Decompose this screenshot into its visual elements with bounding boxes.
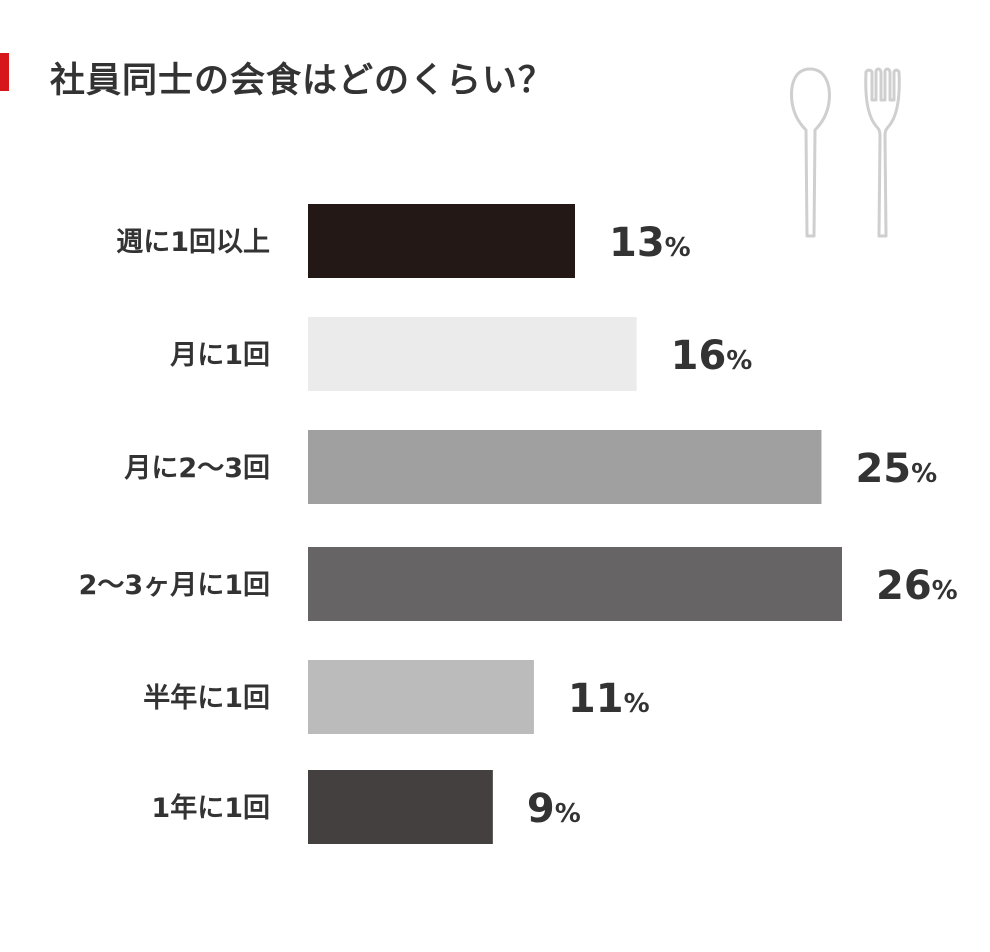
value-number: 13 [609, 220, 665, 266]
value-label: 26% [876, 563, 958, 609]
fork-icon [864, 67, 901, 238]
chart-title: 社員同士の会食はどのくらい？ [50, 61, 555, 101]
percent-sign: % [665, 233, 691, 263]
percent-sign: % [555, 799, 581, 829]
category-label: 週に1回以上 [116, 227, 270, 258]
category-label: 月に2〜3回 [123, 453, 270, 484]
category-label: 月に1回 [169, 340, 270, 371]
value-label: 9% [527, 786, 581, 832]
percent-sign: % [624, 689, 650, 719]
bar [308, 430, 822, 504]
bar [308, 770, 493, 844]
bar [308, 547, 842, 621]
category-label: 1年に1回 [151, 792, 270, 824]
spoon-icon [790, 67, 831, 238]
value-number: 11 [568, 676, 624, 722]
percent-sign: % [726, 346, 752, 376]
value-label: 25% [855, 446, 937, 492]
value-label: 13% [609, 220, 691, 266]
value-number: 16 [671, 333, 727, 379]
bar [308, 317, 637, 391]
title-accent-bar [0, 53, 9, 91]
bar [308, 204, 575, 278]
value-label: 11% [568, 676, 650, 722]
value-number: 9 [527, 786, 555, 832]
percent-sign: % [911, 459, 937, 489]
value-label: 16% [671, 333, 753, 379]
value-number: 25 [855, 446, 911, 492]
bar [308, 660, 534, 734]
value-number: 26 [876, 563, 932, 609]
category-label: 2〜3ヶ月に1回 [79, 570, 270, 601]
percent-sign: % [932, 576, 958, 606]
cutlery-icon [790, 67, 901, 238]
category-label: 半年に1回 [143, 682, 270, 714]
